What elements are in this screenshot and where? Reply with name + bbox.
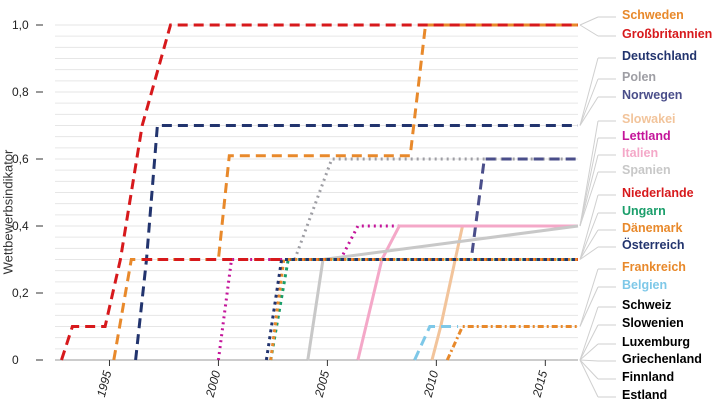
y-tick-label: 0,2 <box>12 286 29 300</box>
x-tick-label: 2000 <box>203 369 224 400</box>
legend-leader <box>579 212 599 260</box>
series-line-belgien <box>413 325 459 361</box>
series-line-italien <box>356 224 578 361</box>
legend-leader <box>579 96 599 126</box>
legend-leader <box>579 306 599 361</box>
legend-leader <box>579 78 599 126</box>
legend-item: Schweiz <box>622 298 672 312</box>
legend-item: Estland <box>622 388 668 402</box>
y-tick-label: 0,8 <box>12 85 29 99</box>
legend-item: Deutschland <box>622 49 698 63</box>
series-line-schweden <box>112 23 578 361</box>
legend-leader <box>579 343 599 361</box>
legend-leader <box>579 171 599 227</box>
legend-item: Dänemark <box>622 221 683 235</box>
series-line-norwegen <box>381 157 578 261</box>
legend-item: Schweden <box>622 8 684 22</box>
legend-item: Italien <box>622 146 659 160</box>
legend-item: Ungarn <box>622 204 666 218</box>
series-line-frankreich <box>445 325 578 361</box>
series-line-polen <box>293 157 578 261</box>
legend-item: Belgien <box>622 278 668 292</box>
series-line-großbritannien <box>60 23 578 361</box>
legend-item: Großbritannien <box>622 27 713 41</box>
legend-item: Norwegen <box>622 88 683 102</box>
y-tick-label: 0,4 <box>12 219 29 233</box>
chart-ticks: 0 0,2 0,4 0,6 0,8 1,0 1995 2000 2005 2010 2015 <box>12 18 550 400</box>
legend-item: Slowenien <box>622 316 684 330</box>
y-axis-label-wrap: Wettbewerbsindikator <box>1 62 22 362</box>
legend-leader <box>579 154 599 227</box>
legend-item: Niederlande <box>622 186 694 200</box>
legend-item: Griechenland <box>622 352 702 366</box>
legend-item: Österreich <box>622 238 685 252</box>
legend-leader <box>579 24 599 37</box>
legend-leader <box>579 246 599 260</box>
legend-leader <box>579 137 599 227</box>
legend-item: Finnland <box>622 370 675 384</box>
chart-series <box>60 23 579 361</box>
legend-leader <box>579 359 599 398</box>
x-tick-label: 2010 <box>421 369 442 400</box>
legend-leader <box>579 286 599 327</box>
legend-leader <box>579 268 599 327</box>
legend: Schweden Großbritannien Deutschland Polen No… <box>622 0 713 402</box>
series-line-deutschland <box>134 124 578 361</box>
y-tick-label: 1,0 <box>12 18 29 32</box>
legend-leader <box>579 359 599 380</box>
x-tick-label: 2005 <box>312 369 333 400</box>
legend-leader <box>579 120 599 227</box>
legend-item: Lettland <box>622 129 671 143</box>
legend-item: Slowakei <box>622 112 676 126</box>
y-tick-label: 0 <box>12 353 19 367</box>
y-axis-label: Wettbewerbsindikator <box>0 149 16 275</box>
legend-leader-lines <box>579 16 616 398</box>
legend-leader <box>579 194 599 260</box>
legend-item: Polen <box>622 70 657 84</box>
x-tick-label: 1995 <box>94 369 115 399</box>
x-tick-label: 2015 <box>530 369 551 400</box>
legend-leader <box>579 229 599 260</box>
legend-leader <box>579 324 599 361</box>
legend-leader <box>579 57 599 126</box>
legend-leader <box>579 16 599 26</box>
legend-item: Spanien <box>622 163 671 177</box>
legend-leader <box>579 359 599 362</box>
legend-item: Luxemburg <box>622 335 691 349</box>
legend-item: Frankreich <box>622 260 686 274</box>
y-tick-label: 0,6 <box>12 152 29 166</box>
